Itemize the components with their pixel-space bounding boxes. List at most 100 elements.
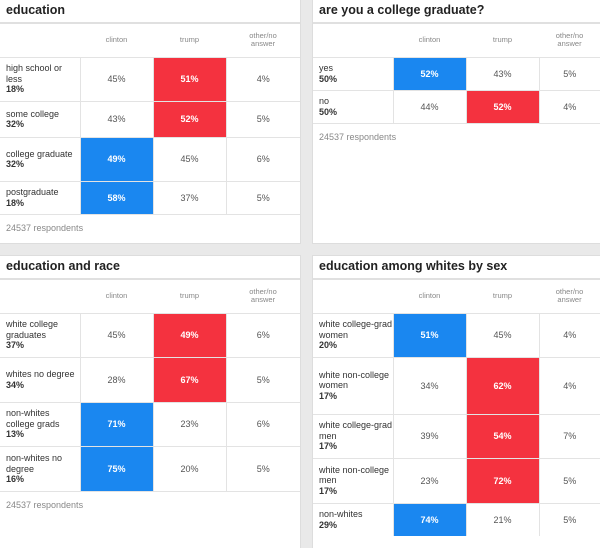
row-label: non-whites no degree 16% [0,445,80,491]
value-cell-trump: 67% [152,356,226,402]
row-share: 20% [319,340,338,351]
respondents-count: 24537 respondents [0,491,300,518]
table-row: white non-college women 17% 34% 62% 4% [313,356,600,414]
row-label: non-whites college grads 13% [0,401,80,446]
row-label-text: white college-grad women [319,319,393,340]
header-row: clinton trump other/no answer [0,24,300,57]
row-label-text: some college [6,108,60,119]
row-share: 50% [319,73,338,84]
table-row: college graduate 32% 49% 45% 6% [0,136,300,181]
column-header-trump: trump [179,291,200,300]
table-row: some college 32% 43% 52% 5% [0,100,300,137]
row-label-text: white college graduates [6,319,59,340]
value-cell-trump: 45% [465,312,539,357]
column-header-other: other/no answer [555,30,584,49]
row-label: no 50% [313,89,393,123]
row-label: white non-college women 17% [313,356,393,414]
row-share: 13% [6,429,25,440]
value-cell-trump: 23% [152,401,226,446]
row-label-text: white non-college women [319,369,390,391]
panel-title: education and race [0,256,300,280]
column-header-clinton: clinton [105,291,128,300]
table-row: white college-grad men 17% 39% 54% 7% [313,413,600,458]
value-cell-clinton: 45% [79,56,153,101]
value-cell-trump: 43% [465,56,539,90]
column-header-trump: trump [492,291,513,300]
value-cell-clinton: 51% [392,312,466,357]
value-cell-other: 7% [538,413,600,458]
value-cell-trump: 51% [152,56,226,101]
table-row: no 50% 44% 52% 4% [313,89,600,123]
row-label-text: non-whites [319,509,363,520]
row-label-text: whites no degree [6,369,75,379]
column-header-other: other/no answer [249,286,277,305]
row-share: 37% [6,340,25,351]
value-cell-other: 6% [225,136,300,181]
row-label: college graduate 32% [0,136,80,181]
column-header-clinton: clinton [105,35,128,44]
row-share: 17% [319,485,338,496]
value-cell-other: 5% [538,502,600,536]
value-cell-clinton: 74% [392,502,466,536]
row-share: 18% [6,84,25,95]
row-share: 32% [6,119,25,129]
row-label: white non-college men 17% [313,457,393,503]
column-header-clinton: clinton [418,35,441,44]
row-label-text: non-whites college grads [6,408,60,429]
table-row: white college graduates 37% 45% 49% 6% [0,312,300,357]
panel-education: education clinton trump other/no answer high… [0,0,300,243]
header-blank [0,24,80,57]
row-share: 17% [319,390,338,401]
value-cell-trump: 62% [465,356,539,414]
row-label: yes 50% [313,56,393,90]
row-share: 16% [6,474,25,484]
panel-title: education among whites by sex [313,256,600,280]
column-header-trump: trump [492,35,513,44]
respondents-count: 24537 respondents [313,123,600,150]
row-label-text: white non-college men [319,464,390,486]
value-cell-trump: 52% [465,89,539,123]
row-label-text: non-whites no degree [6,453,63,474]
results-table: clinton trump other/no answer white college… [313,280,600,536]
results-table: clinton trump other/no answer white college… [0,280,300,491]
results-table: clinton trump other/no answer yes 50% 52% 43% 5… [313,24,600,123]
value-cell-trump: 49% [152,312,226,357]
value-cell-clinton: 34% [392,356,466,414]
respondents-count: 24537 respondents [0,214,300,241]
panel-college-graduate: are you a college graduate? clinton trump o… [313,0,600,243]
value-cell-clinton: 58% [79,180,153,214]
value-cell-other: 4% [538,356,600,414]
row-label: whites no degree 34% [0,356,80,402]
row-label: non-whites 29% [313,502,393,536]
table-row: non-whites college grads 13% 71% 23% 6% [0,401,300,446]
value-cell-other: 5% [225,356,300,402]
value-cell-clinton: 75% [79,445,153,491]
row-label-text: yes [319,63,334,73]
value-cell-other: 4% [225,56,300,101]
panel-education-whites-by-sex: education among whites by sex clinton trum… [313,256,600,548]
value-cell-other: 5% [538,56,600,90]
value-cell-clinton: 45% [79,312,153,357]
table-row: whites no degree 34% 28% 67% 5% [0,356,300,402]
value-cell-clinton: 71% [79,401,153,446]
row-share: 34% [6,379,25,390]
column-header-other: other/no answer [555,286,584,305]
row-label-text: no [319,96,330,107]
value-cell-other: 5% [225,445,300,491]
value-cell-other: 5% [225,180,300,214]
value-cell-trump: 20% [152,445,226,491]
row-label: white college graduates 37% [0,312,80,357]
row-label: some college 32% [0,100,80,137]
value-cell-clinton: 44% [392,89,466,123]
row-label: white college-grad men 17% [313,413,393,458]
value-cell-other: 6% [225,312,300,357]
row-share: 18% [6,197,25,208]
column-header-other: other/no answer [249,30,277,49]
value-cell-clinton: 39% [392,413,466,458]
value-cell-trump: 37% [152,180,226,214]
header-row: clinton trump other/no answer [313,280,600,313]
panel-title: education [0,0,300,24]
value-cell-other: 6% [225,401,300,446]
table-row: non-whites 29% 74% 21% 5% [313,502,600,536]
value-cell-clinton: 43% [79,100,153,137]
